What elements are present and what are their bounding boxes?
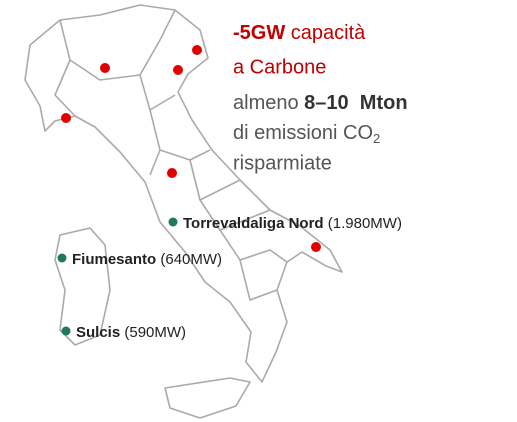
closed-plants [61, 45, 321, 252]
mainland [24, 4, 343, 383]
amount: -5GW [233, 22, 285, 44]
red-dot [61, 113, 71, 123]
plant-label: Torrevaldaliga Nord (1.980MW) [183, 215, 402, 232]
red-dot [173, 65, 183, 75]
italy-outline [24, 4, 343, 419]
red-dot [311, 242, 321, 252]
red-dot [167, 168, 177, 178]
headline-text: capacità [291, 22, 366, 44]
headline-line2: a Carbone [233, 56, 326, 78]
sicily [164, 377, 251, 419]
note-line2-text: di emissioni CO [233, 122, 373, 144]
note-line2: di emissioni CO2 [233, 122, 380, 146]
plant-name: Torrevaldaliga Nord [183, 215, 324, 232]
plant-capacity: (640MW) [160, 251, 222, 268]
plant-name: Fiumesanto [72, 251, 156, 268]
note-prefix: almeno [233, 92, 299, 114]
green-dot [61, 326, 71, 336]
remaining-plants [57, 217, 178, 336]
red-dot [100, 63, 110, 73]
green-dot [57, 253, 67, 263]
plant-capacity: (1.980MW) [328, 215, 402, 232]
regions [54, 9, 288, 301]
note-line3: risparmiate [233, 152, 332, 174]
plant-name: Sulcis [76, 324, 120, 341]
plant-label: Fiumesanto (640MW) [72, 251, 222, 268]
red-dot [192, 45, 202, 55]
note: almeno 8–10 Mton [233, 92, 408, 114]
subscript: 2 [373, 131, 380, 146]
sardinia [54, 227, 111, 346]
plant-label: Sulcis (590MW) [76, 324, 186, 341]
note-range: 8–10 Mton [304, 92, 407, 114]
headline: -5GW capacità [233, 22, 366, 44]
green-dot [168, 217, 178, 227]
plant-capacity: (590MW) [124, 324, 186, 341]
